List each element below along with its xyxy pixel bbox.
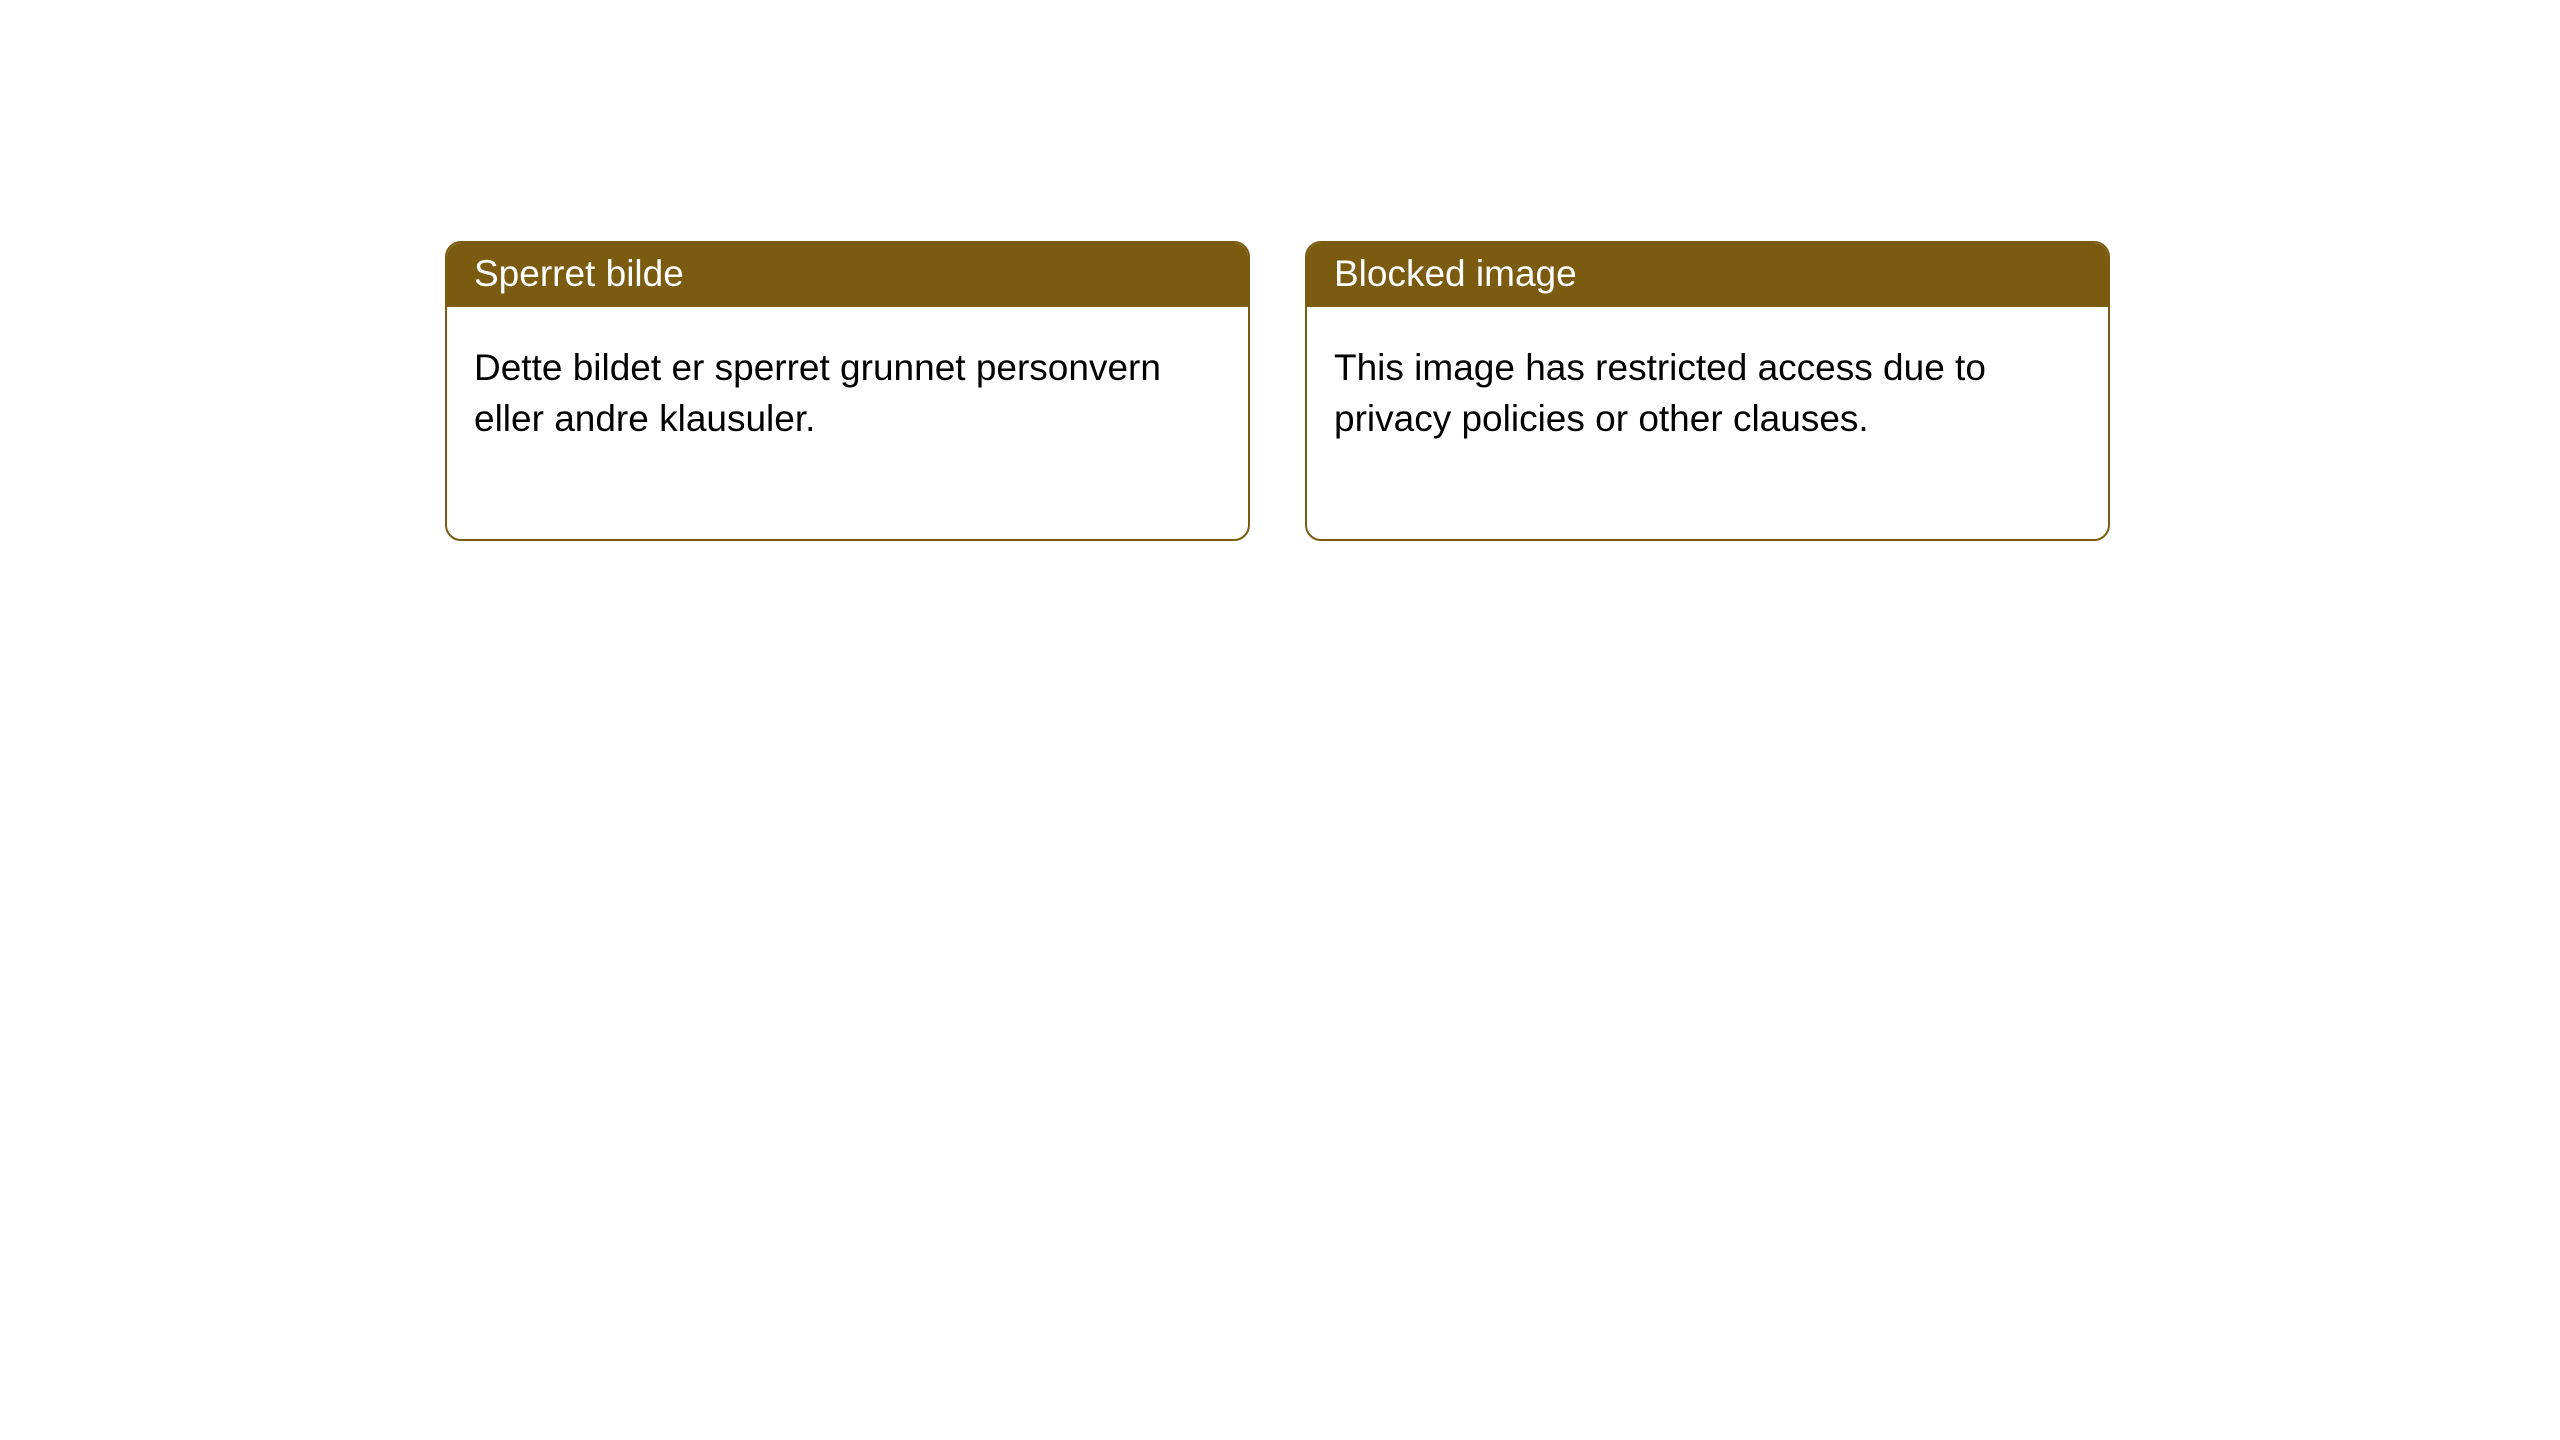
notice-body-en: This image has restricted access due to …: [1307, 307, 2108, 539]
notice-title-no: Sperret bilde: [474, 253, 684, 294]
notice-container: Sperret bilde Dette bildet er sperret gr…: [0, 0, 2560, 541]
notice-card-en: Blocked image This image has restricted …: [1305, 241, 2110, 541]
notice-header-no: Sperret bilde: [447, 243, 1248, 307]
notice-title-en: Blocked image: [1334, 253, 1577, 294]
notice-text-en: This image has restricted access due to …: [1334, 342, 2081, 444]
notice-body-no: Dette bildet er sperret grunnet personve…: [447, 307, 1248, 539]
notice-text-no: Dette bildet er sperret grunnet personve…: [474, 342, 1221, 444]
notice-header-en: Blocked image: [1307, 243, 2108, 307]
notice-card-no: Sperret bilde Dette bildet er sperret gr…: [445, 241, 1250, 541]
